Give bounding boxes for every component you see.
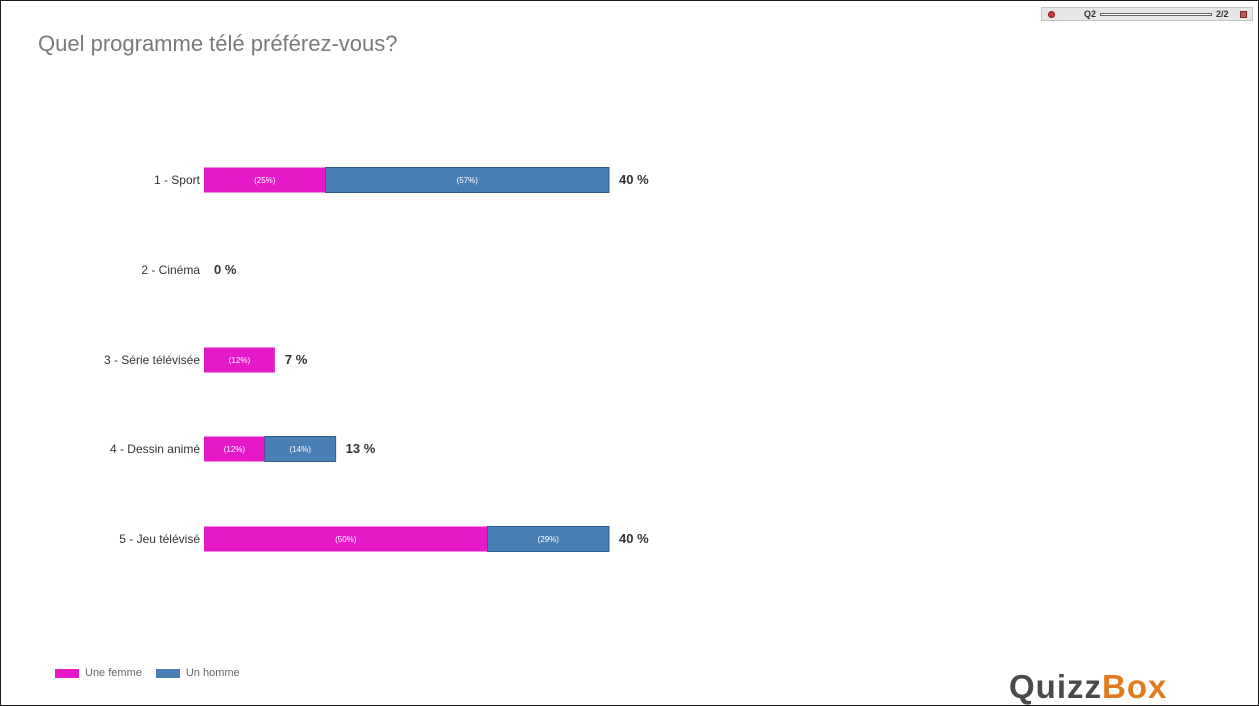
bar-segment-homme bbox=[487, 526, 610, 552]
total-label: 40 % bbox=[619, 531, 649, 546]
logo-text-quizz: Quizz bbox=[1009, 668, 1102, 705]
legend-swatch-homme bbox=[155, 668, 180, 678]
page-label: 2/2 bbox=[1216, 9, 1229, 19]
legend-label-homme: Un homme bbox=[185, 667, 240, 679]
segment-label: (57%) bbox=[457, 176, 479, 185]
segment-label: (12%) bbox=[229, 356, 251, 365]
category-label: 4 - Dessin animé bbox=[110, 442, 200, 456]
player-toolbar: Q2 2/2 bbox=[1041, 7, 1253, 21]
question-label: Q2 bbox=[1084, 9, 1097, 19]
segment-label: (50%) bbox=[335, 535, 357, 544]
logo-text-box: Box bbox=[1102, 668, 1168, 705]
total-label: 40 % bbox=[619, 172, 649, 187]
legend-item-femme: Une femme bbox=[55, 667, 142, 679]
legend-swatch-femme bbox=[55, 668, 79, 678]
bar-segment-femme bbox=[204, 526, 488, 552]
legend-label-femme: Une femme bbox=[85, 667, 142, 679]
total-label: 0 % bbox=[214, 262, 237, 277]
bar-segment-homme bbox=[264, 436, 337, 462]
total-label: 7 % bbox=[285, 352, 308, 367]
close-icon[interactable] bbox=[1240, 11, 1247, 18]
legend: Une femme Un homme bbox=[55, 667, 254, 679]
category-label: 2 - Cinéma bbox=[141, 263, 200, 277]
segment-label: (29%) bbox=[538, 535, 560, 544]
segment-label: (25%) bbox=[254, 176, 276, 185]
category-label: 1 - Sport bbox=[154, 173, 201, 187]
segment-label: (14%) bbox=[290, 445, 312, 454]
category-label: 5 - Jeu télévisé bbox=[119, 532, 200, 546]
quizzbox-logo: QuizzBox bbox=[1009, 669, 1167, 705]
bar-segment-homme bbox=[325, 167, 610, 193]
segment-label: (12%) bbox=[224, 445, 246, 454]
bar-segment-femme bbox=[204, 436, 265, 462]
total-label: 13 % bbox=[346, 441, 376, 456]
record-icon[interactable] bbox=[1048, 11, 1055, 18]
bar-segment-femme bbox=[204, 167, 326, 193]
bar-segment-femme bbox=[204, 347, 275, 373]
progress-slider[interactable] bbox=[1100, 13, 1212, 16]
legend-item-homme: Un homme bbox=[155, 667, 240, 679]
category-label: 3 - Série télévisée bbox=[104, 353, 200, 367]
page-title: Quel programme télé préférez-vous? bbox=[38, 31, 398, 56]
